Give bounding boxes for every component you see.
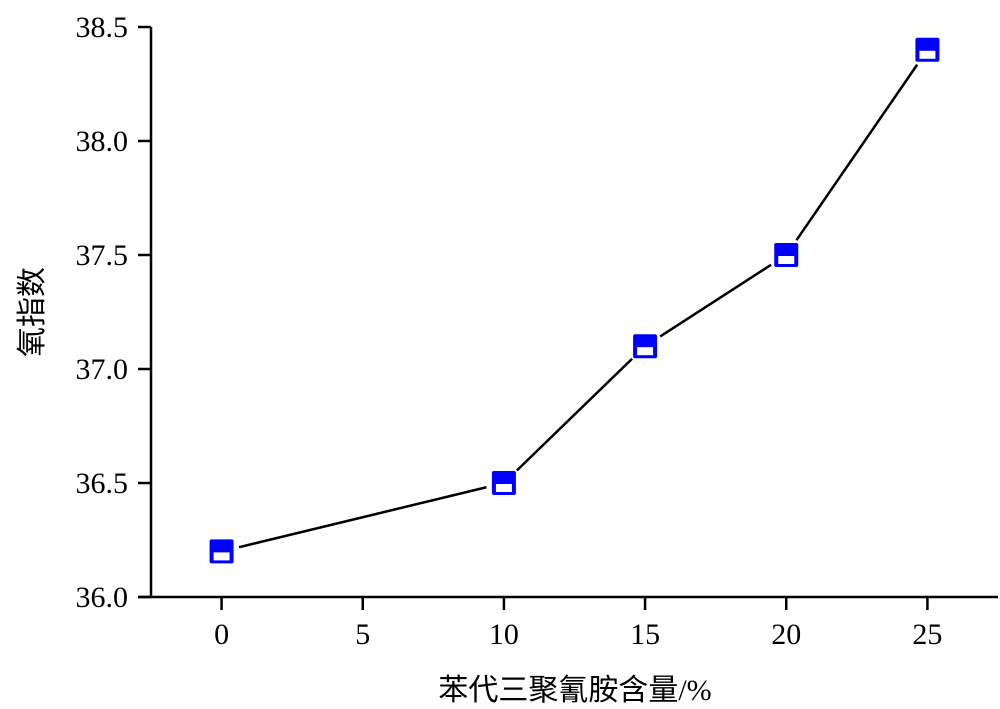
series bbox=[209, 37, 940, 564]
data-point-marker bbox=[491, 471, 516, 495]
marker-inner bbox=[495, 484, 512, 492]
data-point-marker bbox=[915, 37, 940, 62]
series-line-segment bbox=[659, 263, 772, 338]
x-tick-label: 20 bbox=[771, 618, 801, 651]
data-point-marker bbox=[633, 334, 658, 359]
marker-inner bbox=[919, 50, 936, 59]
y-tick-label: 38.0 bbox=[76, 125, 129, 158]
x-tick-label: 10 bbox=[489, 618, 519, 651]
y-tick-label: 36.0 bbox=[76, 581, 129, 614]
x-tick-label: 15 bbox=[630, 618, 660, 651]
data-point-marker bbox=[209, 539, 234, 564]
x-axis-label: 苯代三聚氰胺含量/% bbox=[438, 674, 711, 707]
marker-inner bbox=[778, 256, 795, 264]
series-line-segment bbox=[795, 63, 919, 241]
axes: 36.0 36.5 37.0 37.5 38.0 38.5 0 5 10 15 20 25 bbox=[76, 11, 998, 651]
x-tick-label: 0 bbox=[214, 618, 229, 651]
series-line-segment bbox=[238, 486, 487, 549]
marker-inner bbox=[637, 347, 654, 356]
y-tick-label: 37.5 bbox=[76, 239, 129, 272]
data-point-marker bbox=[774, 243, 799, 267]
x-tick-label: 5 bbox=[355, 618, 370, 651]
series-line-segment bbox=[515, 357, 634, 472]
y-tick-label: 36.5 bbox=[76, 467, 129, 500]
y-axis-label: 氧指数 bbox=[16, 267, 49, 357]
x-tick-label: 25 bbox=[912, 618, 942, 651]
y-tick-label: 37.0 bbox=[76, 353, 129, 386]
y-tick-label: 38.5 bbox=[76, 11, 129, 44]
marker-inner bbox=[213, 552, 230, 561]
